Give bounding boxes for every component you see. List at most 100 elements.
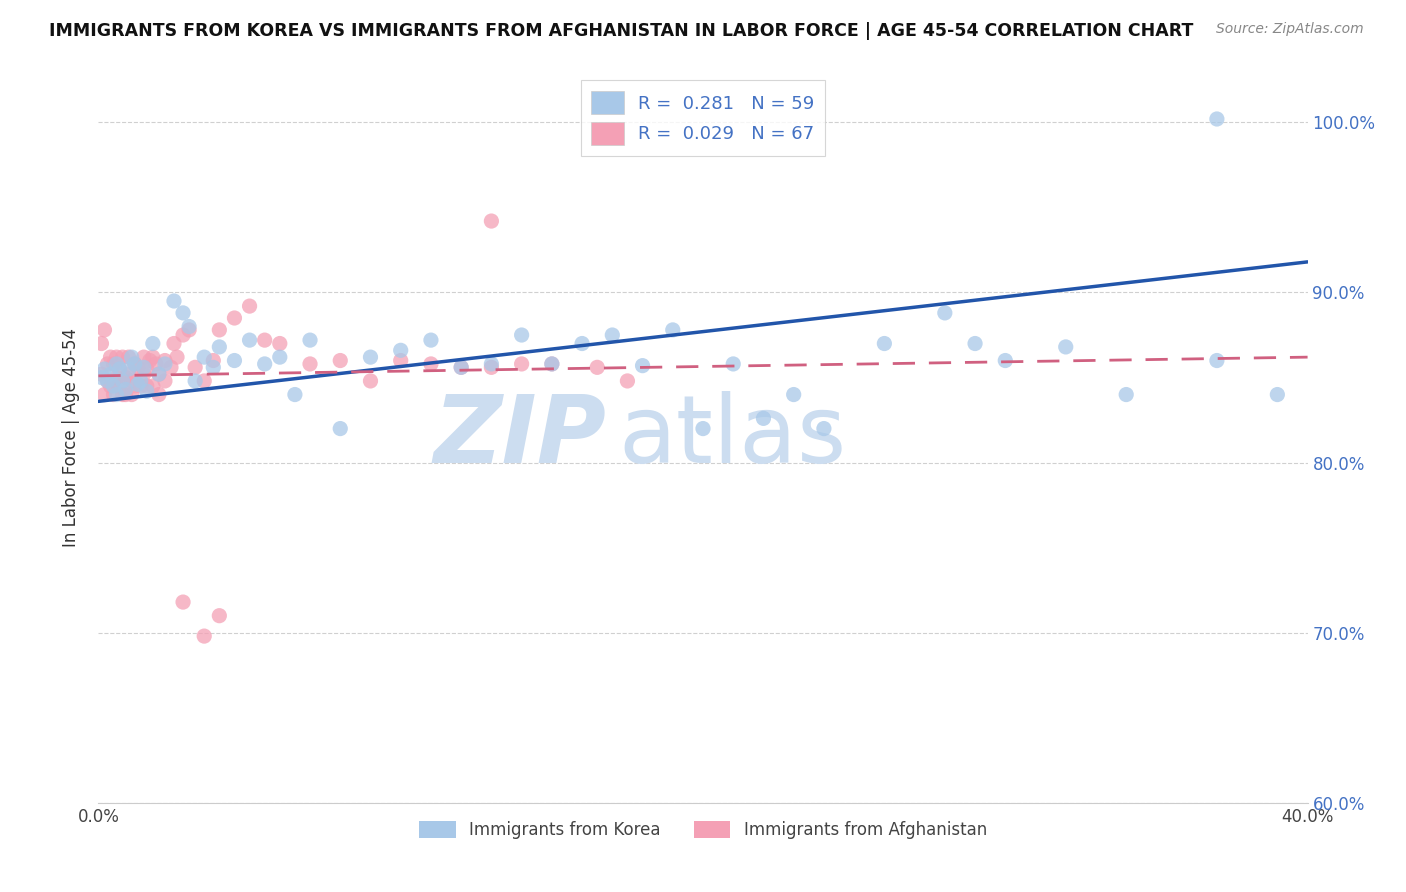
Point xyxy=(602,328,624,343)
Point xyxy=(132,360,155,375)
Text: IMMIGRANTS FROM KOREA VS IMMIGRANTS FROM AFGHANISTAN IN LABOR FORCE | AGE 45-54 : IMMIGRANTS FROM KOREA VS IMMIGRANTS FROM… xyxy=(49,22,1194,40)
Point xyxy=(752,411,775,425)
Point xyxy=(105,387,128,401)
Point xyxy=(616,374,638,388)
Point xyxy=(193,350,215,364)
Point xyxy=(111,387,134,401)
Point xyxy=(118,362,141,376)
Point xyxy=(142,336,165,351)
Point xyxy=(481,360,503,375)
Point xyxy=(224,311,246,326)
Point xyxy=(166,350,188,364)
Point xyxy=(163,293,186,308)
Point xyxy=(127,377,149,392)
Point xyxy=(193,629,215,643)
Point xyxy=(114,370,136,384)
Point xyxy=(124,357,146,371)
Point xyxy=(269,336,291,351)
Point xyxy=(111,374,134,388)
Point xyxy=(253,333,276,347)
Point xyxy=(253,357,276,371)
Point xyxy=(135,379,157,393)
Point xyxy=(148,367,170,381)
Point xyxy=(239,299,262,313)
Point xyxy=(153,374,176,388)
Point xyxy=(105,350,128,364)
Point xyxy=(111,350,134,364)
Point xyxy=(121,374,143,388)
Point xyxy=(450,360,472,375)
Point xyxy=(93,323,115,337)
Point xyxy=(118,367,141,381)
Point xyxy=(994,353,1017,368)
Point xyxy=(135,362,157,376)
Point xyxy=(135,384,157,399)
Point xyxy=(103,374,125,388)
Point xyxy=(103,387,125,401)
Point xyxy=(934,306,956,320)
Point xyxy=(172,595,194,609)
Point xyxy=(172,306,194,320)
Point xyxy=(481,357,503,371)
Point xyxy=(124,379,146,393)
Point xyxy=(269,350,291,364)
Point xyxy=(179,319,201,334)
Point xyxy=(299,357,322,371)
Point xyxy=(114,387,136,401)
Point xyxy=(90,367,112,381)
Point xyxy=(481,214,503,228)
Point xyxy=(571,336,593,351)
Text: atlas: atlas xyxy=(619,391,846,483)
Point xyxy=(96,374,118,388)
Point xyxy=(100,367,122,381)
Point xyxy=(121,387,143,401)
Point xyxy=(103,357,125,371)
Point xyxy=(540,357,562,371)
Point xyxy=(108,362,131,376)
Point xyxy=(299,333,322,347)
Point xyxy=(103,379,125,393)
Point xyxy=(179,323,201,337)
Y-axis label: In Labor Force | Age 45-54: In Labor Force | Age 45-54 xyxy=(62,327,80,547)
Point xyxy=(723,357,745,371)
Point xyxy=(202,353,225,368)
Point xyxy=(172,328,194,343)
Point xyxy=(90,336,112,351)
Point xyxy=(1206,112,1229,126)
Point xyxy=(1206,353,1229,368)
Point xyxy=(360,350,382,364)
Point xyxy=(510,328,533,343)
Point xyxy=(208,340,231,354)
Point xyxy=(96,374,118,388)
Point xyxy=(114,383,136,397)
Point xyxy=(118,350,141,364)
Point xyxy=(100,379,122,393)
Point xyxy=(202,360,225,375)
Point xyxy=(1267,387,1289,401)
Point xyxy=(692,421,714,435)
Point xyxy=(813,421,835,435)
Text: ZIP: ZIP xyxy=(433,391,606,483)
Point xyxy=(127,360,149,375)
Point xyxy=(284,387,307,401)
Point xyxy=(129,374,152,388)
Point xyxy=(389,353,412,368)
Point xyxy=(139,353,162,368)
Point xyxy=(184,374,207,388)
Point xyxy=(360,374,382,388)
Text: Source: ZipAtlas.com: Source: ZipAtlas.com xyxy=(1216,22,1364,37)
Point xyxy=(389,343,412,358)
Point xyxy=(100,350,122,364)
Point xyxy=(184,360,207,375)
Point xyxy=(540,357,562,371)
Point xyxy=(661,323,683,337)
Point xyxy=(631,359,654,373)
Point xyxy=(329,421,352,435)
Point xyxy=(193,374,215,388)
Point xyxy=(129,379,152,393)
Point xyxy=(224,353,246,368)
Point xyxy=(160,360,183,375)
Point xyxy=(93,387,115,401)
Point xyxy=(208,608,231,623)
Point xyxy=(132,367,155,381)
